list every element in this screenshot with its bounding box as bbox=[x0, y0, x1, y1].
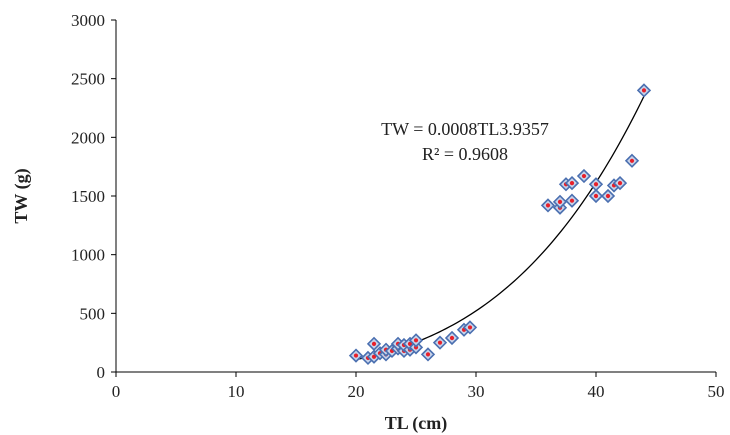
x-tick-label: 30 bbox=[468, 382, 485, 401]
data-point bbox=[420, 347, 436, 362]
data-point-center bbox=[371, 341, 377, 346]
trendline-r-squared: R² = 0.9608 bbox=[422, 144, 508, 164]
x-tick-label: 50 bbox=[708, 382, 725, 401]
data-point-center bbox=[593, 193, 599, 199]
data-point bbox=[624, 153, 640, 168]
data-point bbox=[588, 188, 604, 204]
data-point-center bbox=[545, 203, 551, 208]
data-point-center bbox=[425, 352, 431, 357]
y-tick-label: 500 bbox=[80, 304, 106, 323]
data-point bbox=[564, 193, 580, 208]
data-point-center bbox=[557, 199, 563, 204]
trendline-equation: TW = 0.0008TL3.9357 bbox=[381, 119, 549, 139]
data-point bbox=[576, 168, 592, 184]
data-point bbox=[588, 177, 604, 192]
data-point-center bbox=[641, 88, 647, 93]
data-point-center bbox=[437, 340, 443, 345]
y-ticks: 0 500 1000 1500 2000 2500 3000 bbox=[71, 11, 116, 382]
y-tick-label: 2000 bbox=[71, 128, 105, 147]
y-tick-label: 1000 bbox=[71, 246, 105, 265]
data-point bbox=[348, 348, 364, 363]
data-point bbox=[444, 330, 460, 346]
y-tick-label: 1500 bbox=[71, 187, 105, 206]
data-point bbox=[432, 335, 448, 350]
y-tick-label: 3000 bbox=[71, 11, 105, 30]
y-tick-label: 0 bbox=[97, 363, 106, 382]
data-point-center bbox=[569, 198, 575, 203]
data-point-center bbox=[371, 354, 377, 359]
x-tick-label: 10 bbox=[228, 382, 245, 401]
data-points bbox=[348, 83, 652, 366]
data-point-center bbox=[569, 180, 575, 186]
axes bbox=[115, 20, 716, 373]
data-point-center bbox=[605, 193, 611, 199]
data-point-center bbox=[629, 158, 635, 163]
data-point-center bbox=[467, 325, 473, 330]
data-point-center bbox=[449, 335, 455, 341]
data-point bbox=[540, 198, 556, 213]
y-axis-title: TW (g) bbox=[11, 168, 32, 223]
data-point-center bbox=[353, 353, 359, 358]
x-tick-label: 0 bbox=[112, 382, 121, 401]
x-ticks: 0 10 20 30 40 50 bbox=[112, 372, 725, 401]
x-tick-label: 40 bbox=[588, 382, 605, 401]
data-point bbox=[366, 336, 382, 351]
data-point-center bbox=[617, 180, 623, 186]
data-point-center bbox=[581, 173, 587, 179]
data-point bbox=[552, 194, 568, 209]
data-point bbox=[462, 320, 478, 335]
data-point bbox=[408, 333, 424, 348]
data-point bbox=[636, 83, 652, 98]
data-point bbox=[564, 175, 580, 191]
y-tick-label: 2500 bbox=[71, 70, 105, 89]
x-axis-title: TL (cm) bbox=[385, 413, 448, 434]
data-point-center bbox=[593, 182, 599, 187]
data-point bbox=[600, 188, 616, 204]
data-point-center bbox=[407, 341, 413, 346]
data-point bbox=[612, 175, 628, 191]
data-point-center bbox=[413, 338, 419, 343]
x-tick-label: 20 bbox=[348, 382, 365, 401]
